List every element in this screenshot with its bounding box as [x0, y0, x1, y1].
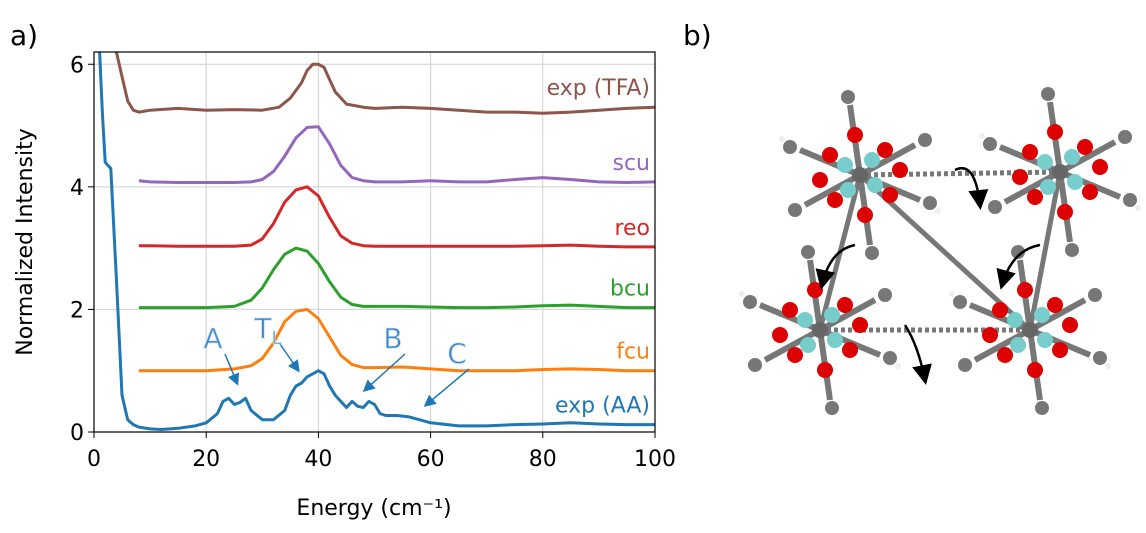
annotation-arrow — [224, 353, 240, 386]
annotation: TL — [253, 312, 281, 349]
y-tick-label: 6 — [70, 53, 84, 78]
annotation-text: A — [203, 322, 222, 355]
annotation: B — [383, 322, 402, 355]
panel-label: a) — [10, 19, 38, 52]
series-line — [138, 307, 655, 373]
series-group — [98, 52, 655, 431]
y-axis-label: Normalized Intensity — [13, 128, 38, 356]
y-tick-label: 2 — [70, 298, 84, 323]
x-tick-label: 60 — [417, 447, 445, 472]
series-line — [138, 125, 655, 184]
annotation-text: C — [447, 337, 467, 370]
axes-frame — [93, 51, 656, 433]
series-label: scu — [612, 151, 650, 176]
series-label: exp (AA) — [555, 394, 650, 419]
series-line — [114, 52, 655, 115]
annotation-arrow — [423, 368, 470, 407]
annotation-subscript: L — [272, 328, 282, 349]
annotation-arrow — [362, 353, 406, 393]
x-tick-label: 40 — [304, 447, 332, 472]
series-line — [138, 246, 655, 310]
plot-area: 0 20 40 60 80 100 0 2 4 6 exp (AA) fcu bcu reo scu exp … — [70, 52, 676, 472]
y-tick-label: 0 — [70, 421, 84, 446]
annotation: A — [203, 322, 222, 355]
x-tick-label: 20 — [192, 447, 220, 472]
annotation-text: T — [253, 312, 272, 345]
x-tick-label: 0 — [87, 447, 101, 472]
series-label: fcu — [616, 340, 650, 365]
x-axis-label: Energy (cm⁻¹) — [296, 496, 451, 521]
annotation-text: B — [383, 322, 402, 355]
series-line — [138, 185, 655, 249]
x-tick-label: 100 — [634, 447, 676, 472]
series-label: bcu — [610, 277, 650, 302]
series-line — [98, 52, 655, 431]
y-tick-label: 4 — [70, 176, 84, 201]
structure-image — [739, 87, 1141, 415]
series-label: reo — [614, 216, 650, 241]
annotation: C — [447, 337, 467, 370]
x-tick-label: 80 — [529, 447, 557, 472]
series-label: exp (TFA) — [547, 76, 650, 101]
annotation-arrow — [279, 343, 300, 373]
panel-label: b) — [683, 19, 712, 52]
